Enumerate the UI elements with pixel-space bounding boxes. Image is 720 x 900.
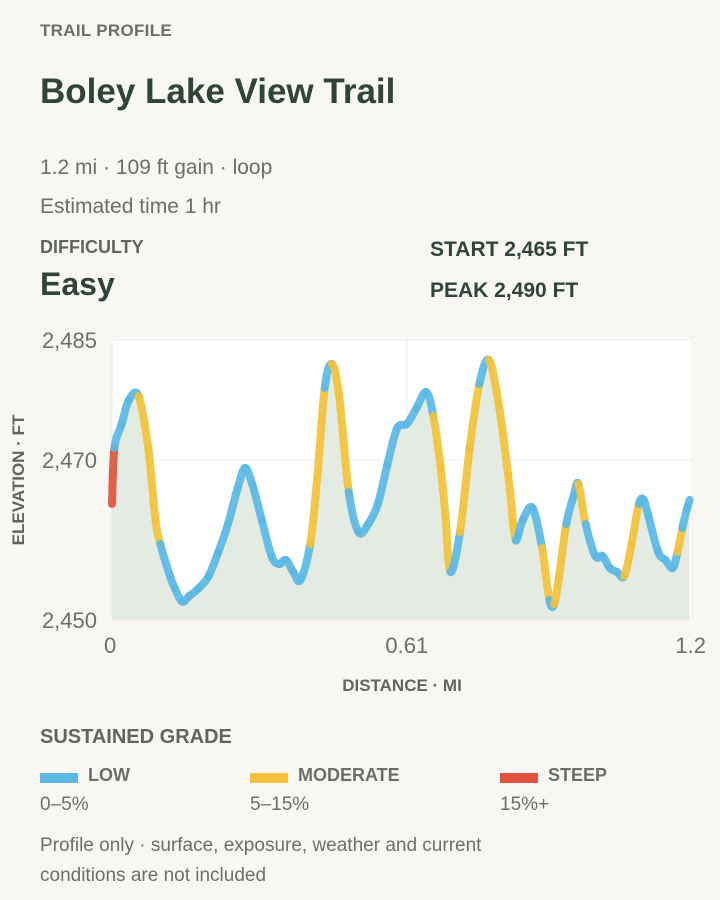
elevation-line-segment — [504, 472, 518, 528]
section-eyebrow: TRAIL PROFILE — [40, 21, 173, 40]
elevation-line-segment — [335, 392, 353, 496]
elevation-line-segment — [465, 380, 484, 452]
y-tick-label: 2,470 — [42, 448, 97, 473]
peak-elevation: PEAK 2,490 FT — [430, 279, 579, 302]
legend-name-moderate: MODERATE — [298, 765, 400, 785]
legend-name-low: LOW — [88, 765, 130, 785]
elevation-line-segment — [313, 384, 329, 480]
elevation-line-segment — [296, 540, 315, 584]
x-tick-label: 0.61 — [385, 633, 428, 658]
legend-swatch-moderate — [250, 773, 288, 783]
elevation-line-segment — [108, 444, 119, 508]
y-axis-label: ELEVATION · FT — [9, 414, 28, 545]
footnote: Profile only · surface, exposure, weathe… — [40, 835, 482, 886]
y-tick-label: 2,485 — [42, 328, 97, 353]
legend-range-steep: 15%+ — [500, 794, 550, 815]
elevation-line-segment — [134, 392, 153, 452]
elevation-line-segment — [436, 464, 450, 520]
area-layer — [112, 359, 690, 620]
elevation-line-segment — [306, 472, 322, 548]
legend-range-low: 0–5% — [40, 794, 89, 815]
legend-title: SUSTAINED GRADE — [40, 726, 232, 748]
elevation-line-segment — [327, 360, 344, 400]
elevation-line-segment — [550, 572, 564, 608]
trail-title: Boley Lake View Trail — [40, 72, 396, 111]
estimated-time: Estimated time 1 hr — [40, 195, 221, 218]
elevation-area — [112, 359, 690, 620]
x-tick-label: 0 — [104, 633, 116, 658]
elevation-line-segment — [528, 504, 547, 552]
x-tick-label: 1.2 — [675, 633, 706, 658]
elevation-line-segment — [494, 400, 513, 480]
elevation-line-segment — [144, 444, 160, 524]
elevation-line-segment — [429, 412, 445, 472]
legend-swatch-steep — [500, 773, 538, 783]
elevation-line-segment — [441, 512, 455, 576]
difficulty-label: DIFFICULTY — [40, 237, 144, 257]
tick-layer: 2,450 2,470 2,485 0 0.61 1.2 — [42, 328, 706, 658]
legend-range-moderate: 5–15% — [250, 794, 310, 815]
x-axis-label: DISTANCE · MI — [342, 676, 462, 695]
y-tick-label: 2,450 — [42, 608, 97, 633]
elevation-line-segment — [456, 444, 474, 536]
elevation-line-segment — [446, 528, 464, 577]
trail-summary: 1.2 mi · 109 ft gain · loop — [40, 156, 273, 179]
elevation-line-segment — [683, 496, 694, 512]
elevation-line-segment — [485, 356, 503, 408]
legend-swatch-low — [40, 773, 78, 783]
legend-name-steep: STEEP — [548, 765, 608, 785]
difficulty-value: Easy — [40, 266, 115, 302]
elevation-chart: 2,450 2,470 2,485 0 0.61 1.2 DISTANCE · MI EL… — [9, 328, 706, 695]
line-layer — [108, 355, 694, 611]
start-elevation: START 2,465 FT — [430, 238, 589, 261]
